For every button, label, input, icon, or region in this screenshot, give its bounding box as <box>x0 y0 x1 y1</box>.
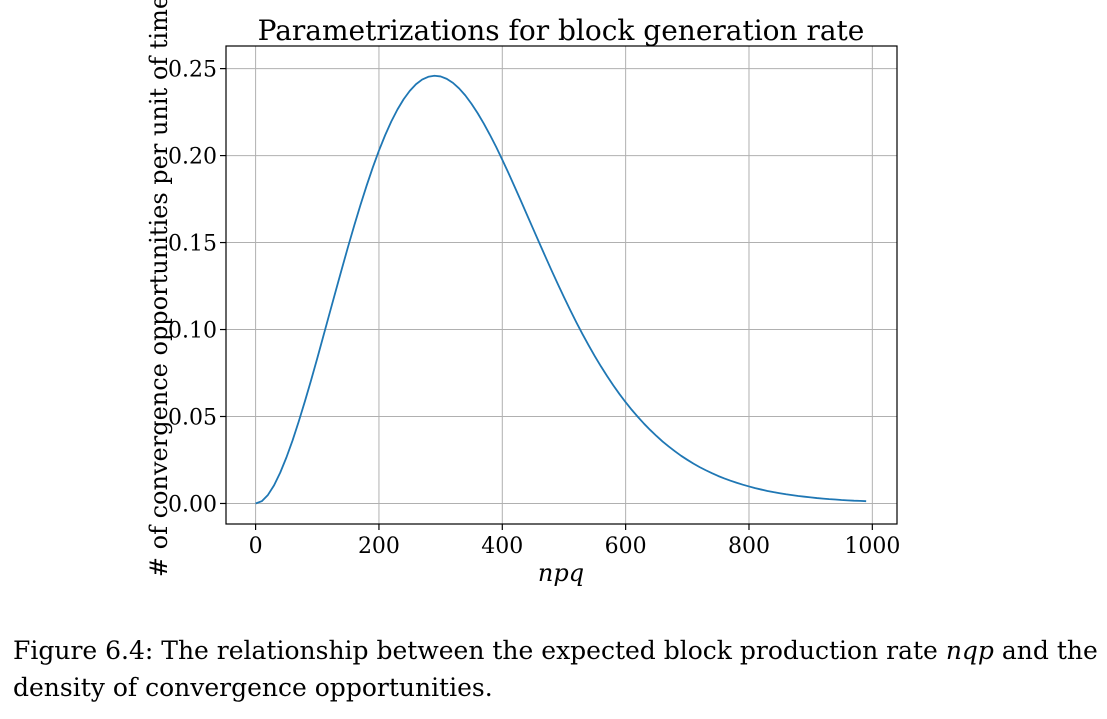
y-tick-label: 0.20 <box>168 145 217 170</box>
x-axis: 0 200 400 600 800 1000 <box>249 524 900 559</box>
x-tick-label: 600 <box>605 534 647 559</box>
x-tick-label: 200 <box>358 534 400 559</box>
y-axis: 0.00 0.05 0.10 0.15 0.20 0.25 <box>168 58 226 517</box>
y-tick-label: 0.00 <box>168 492 217 517</box>
chart: 0 200 400 600 800 1000 0.000.050.100.150.200.… <box>145 0 900 587</box>
series-line <box>255 74 867 505</box>
plot-frame <box>225 45 898 525</box>
x-tick-label: 1000 <box>844 534 900 559</box>
x-axis-label: npq <box>538 559 584 587</box>
y-axis-label: # of convergence opportunities per unit … <box>145 0 173 577</box>
figure-caption: Figure 6.4: The relationship between the… <box>13 632 1103 706</box>
caption-math: nqp <box>945 636 994 665</box>
grid-lines <box>226 46 897 524</box>
y-tick-label: 0.05 <box>168 406 217 431</box>
x-tick-label: 800 <box>728 534 770 559</box>
y-tick-label: 0.15 <box>168 232 217 257</box>
chart-title: Parametrizations for block generation ra… <box>258 14 865 47</box>
x-tick-label: 0 <box>249 534 263 559</box>
caption-suffix: and the density of convergence opportuni… <box>13 636 1098 702</box>
y-tick-label: 0.25 <box>168 58 217 83</box>
series-layer <box>255 74 867 505</box>
x-tick-label: 400 <box>481 534 523 559</box>
y-tick-label: 0.10 <box>168 319 217 344</box>
caption-prefix: Figure 6.4: The relationship between the… <box>13 636 946 665</box>
